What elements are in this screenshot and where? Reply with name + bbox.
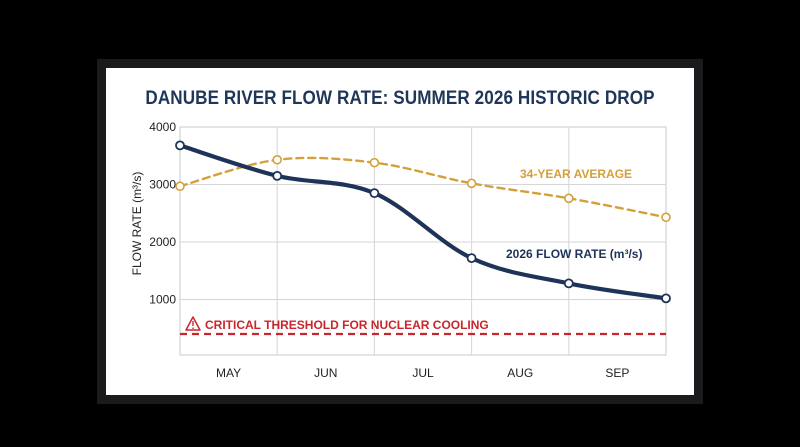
- x-tick-label: AUG: [507, 366, 533, 380]
- data-point-average: [563, 193, 574, 204]
- x-tick-label: JUL: [412, 366, 434, 380]
- plot-area: [179, 126, 667, 356]
- data-point-average: [466, 178, 477, 189]
- data-point-2026: [466, 253, 477, 264]
- x-tick-label: MAY: [216, 366, 241, 380]
- threshold-label: CRITICAL THRESHOLD FOR NUCLEAR COOLING: [205, 318, 489, 332]
- data-point-2026: [661, 293, 671, 304]
- y-axis-label: FLOW RATE (m³/s): [130, 172, 144, 276]
- data-point-2026: [272, 170, 283, 181]
- y-tick-label: 1000: [149, 293, 176, 307]
- warning-icon: [185, 316, 201, 331]
- series-label-2026: 2026 FLOW RATE (m³/s): [506, 247, 642, 261]
- y-tick-label: 2000: [149, 235, 176, 249]
- y-tick-label: 3000: [149, 178, 176, 192]
- chart-card: [106, 68, 694, 395]
- y-tick-label: 4000: [149, 120, 176, 134]
- chart-title: DANUBE RIVER FLOW RATE: SUMMER 2026 HIST…: [145, 88, 655, 109]
- data-point-average: [175, 181, 185, 192]
- data-point-average: [272, 154, 283, 165]
- data-point-average: [369, 157, 380, 168]
- data-point-2026: [369, 188, 380, 199]
- x-tick-label: SEP: [605, 366, 629, 380]
- data-point-2026: [175, 140, 185, 151]
- series-line-average: [178, 156, 668, 219]
- data-point-average: [661, 212, 671, 223]
- x-tick-label: JUN: [314, 366, 337, 380]
- warning-icon-dot: [192, 327, 194, 330]
- data-point-2026: [563, 278, 574, 289]
- series-label-average: 34-YEAR AVERAGE: [520, 167, 632, 181]
